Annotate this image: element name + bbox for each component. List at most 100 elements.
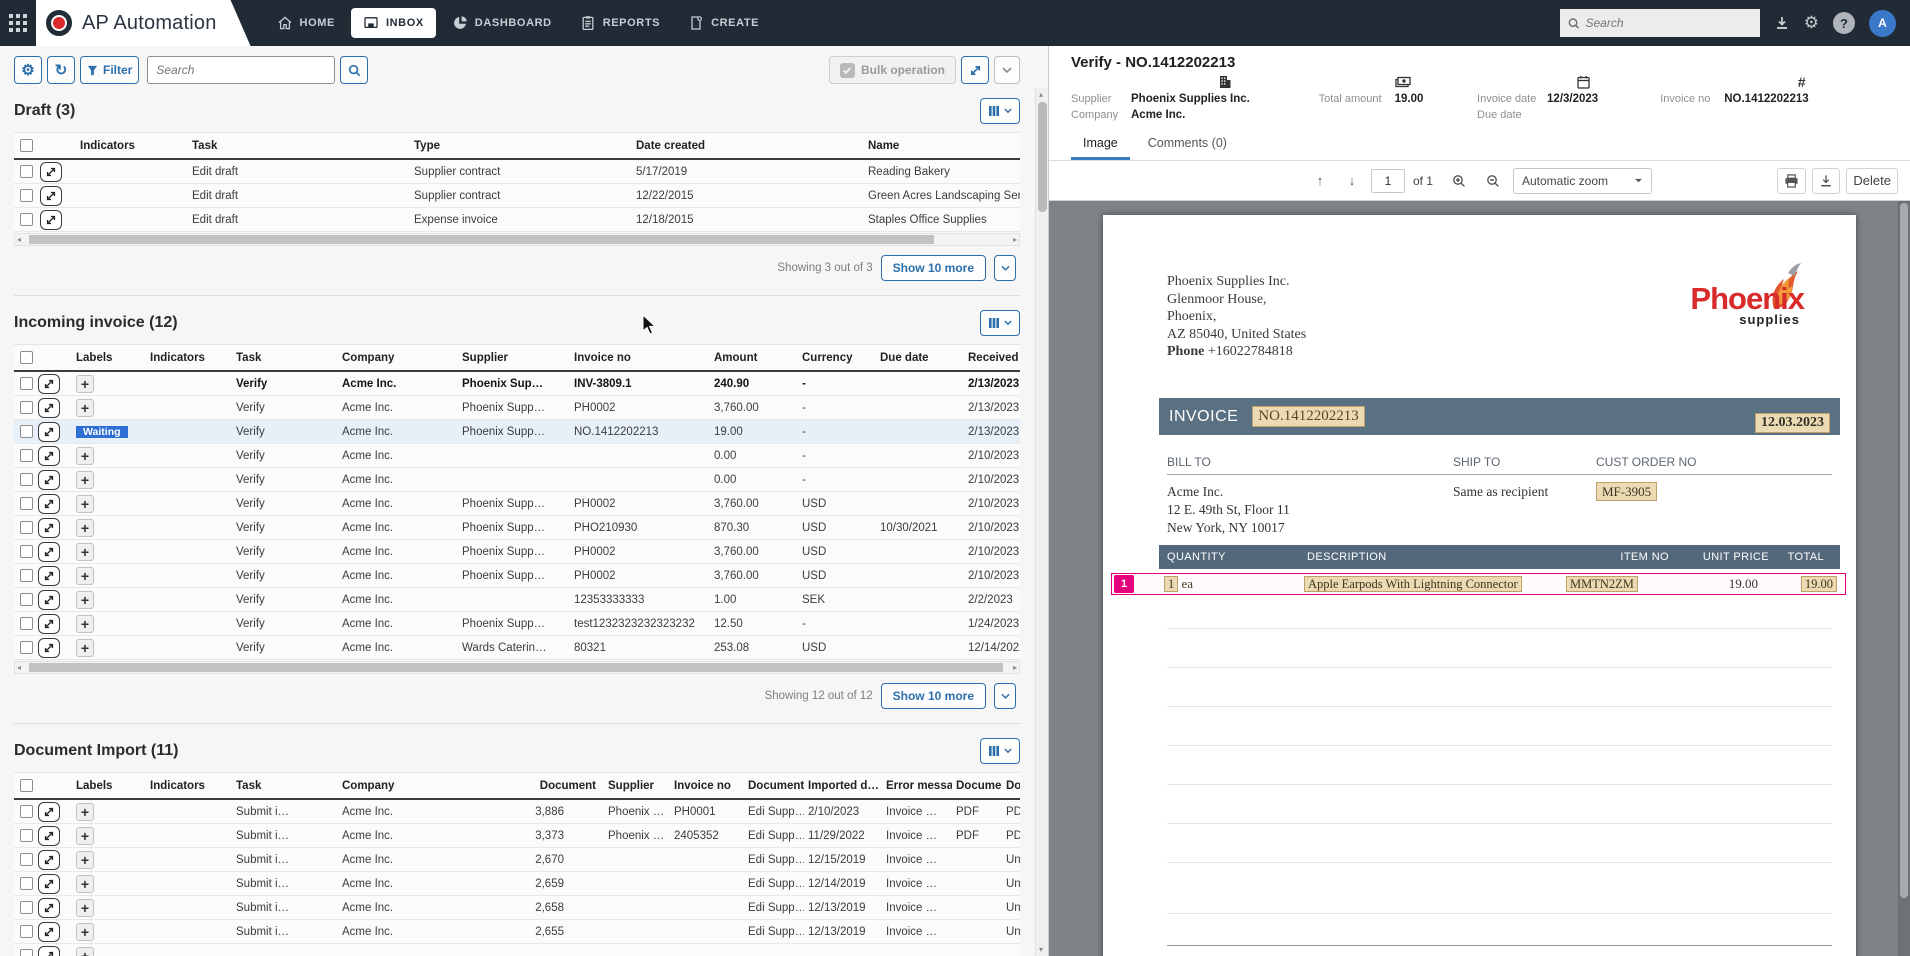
row-checkbox[interactable] [20, 497, 33, 510]
select-all-checkbox[interactable] [20, 139, 33, 152]
row-open-icon[interactable] [38, 850, 60, 870]
table-row[interactable]: Edit draft Expense invoice 12/18/2015 St… [14, 208, 1020, 232]
row-checkbox[interactable] [20, 949, 33, 956]
row-open-icon[interactable] [40, 210, 62, 230]
select-all-checkbox[interactable] [20, 351, 33, 364]
download-icon[interactable] [1774, 15, 1790, 31]
pdf-viewer-area[interactable]: Phoenix Supplies Inc. Glenmoor House, Ph… [1049, 201, 1910, 956]
download-button[interactable] [1812, 168, 1840, 194]
show-more-chevron-button[interactable] [994, 683, 1016, 709]
docimport-columns-button[interactable] [980, 738, 1020, 764]
add-label-button[interactable]: + [76, 399, 94, 417]
add-label-button[interactable]: + [76, 615, 94, 633]
table-row[interactable]: + [14, 944, 1020, 956]
row-checkbox[interactable] [20, 569, 33, 582]
draft-columns-button[interactable] [980, 98, 1020, 124]
global-search[interactable] [1560, 9, 1760, 37]
show-more-button[interactable]: Show 10 more [881, 255, 986, 281]
list-search-button[interactable] [340, 56, 368, 84]
row-checkbox[interactable] [20, 641, 33, 654]
nav-inbox[interactable]: INBOX [351, 8, 436, 38]
row-checkbox[interactable] [20, 401, 33, 414]
table-row[interactable]: + Submit i… Acme Inc. 3,886 Phoenix … PH… [14, 800, 1020, 824]
table-row[interactable]: + Verify Acme Inc. Phoenix Supp… PH0002 … [14, 564, 1020, 588]
row-checkbox[interactable] [20, 593, 33, 606]
add-label-button[interactable]: + [76, 803, 94, 821]
table-row[interactable]: + Verify Acme Inc. 0.00 - [14, 468, 1020, 492]
scroll-thumb[interactable] [1038, 102, 1047, 212]
filter-button[interactable]: Filter [80, 56, 139, 84]
row-checkbox[interactable] [20, 545, 33, 558]
zoom-out-button[interactable] [1479, 168, 1507, 194]
nav-dashboard[interactable]: DASHBOARD [440, 8, 564, 38]
row-checkbox[interactable] [20, 805, 33, 818]
incoming-columns-button[interactable] [980, 310, 1020, 336]
page-up-button[interactable]: ↑ [1307, 168, 1333, 194]
add-label-button[interactable]: + [76, 923, 94, 941]
add-label-button[interactable]: + [76, 447, 94, 465]
table-row[interactable]: + Verify Acme Inc. 12353333333 1.00 SEK [14, 588, 1020, 612]
table-row[interactable]: + Submit i… Acme Inc. 2,670 Edi Supp… 12… [14, 848, 1020, 872]
row-open-icon[interactable] [38, 470, 60, 490]
table-row[interactable]: + Submit i… Acme Inc. 3,373 Phoenix … 24… [14, 824, 1020, 848]
row-open-icon[interactable] [38, 946, 60, 956]
refresh-button[interactable]: ↻ [47, 56, 75, 84]
table-row[interactable]: Edit draft Supplier contract 5/17/2019 R… [14, 160, 1020, 184]
zoom-level-select[interactable]: Automatic zoom [1513, 168, 1652, 194]
row-checkbox[interactable] [20, 473, 33, 486]
row-checkbox[interactable] [20, 521, 33, 534]
table-row[interactable]: + Verify Acme Inc. Phoenix Supp… PHO2109… [14, 516, 1020, 540]
table-row[interactable]: + Submit i… Acme Inc. 2,658 Edi Supp… 12… [14, 896, 1020, 920]
add-label-button[interactable]: + [76, 875, 94, 893]
row-open-icon[interactable] [38, 638, 60, 658]
row-checkbox[interactable] [20, 617, 33, 630]
row-open-icon[interactable] [38, 922, 60, 942]
user-avatar[interactable]: A [1869, 10, 1896, 37]
row-open-icon[interactable] [38, 826, 60, 846]
row-checkbox[interactable] [20, 425, 33, 438]
draft-hscrollbar[interactable]: ◂▸ [14, 233, 1020, 246]
add-label-button[interactable]: + [76, 495, 94, 513]
row-checkbox[interactable] [20, 165, 33, 178]
add-label-button[interactable]: + [76, 375, 94, 393]
print-button[interactable] [1777, 168, 1806, 194]
row-open-icon[interactable] [38, 898, 60, 918]
list-vscrollbar[interactable]: ▴ ▾ [1035, 88, 1048, 956]
add-label-button[interactable]: + [76, 639, 94, 657]
add-label-button[interactable]: + [76, 543, 94, 561]
row-open-icon[interactable] [38, 590, 60, 610]
row-checkbox[interactable] [20, 901, 33, 914]
global-search-input[interactable] [1586, 16, 1752, 30]
expand-panel-button[interactable] [961, 56, 989, 84]
bulk-operation-button[interactable]: Bulk operation [829, 56, 956, 84]
list-settings-button[interactable]: ⚙ [14, 56, 42, 84]
row-open-icon[interactable] [38, 446, 60, 466]
add-label-button[interactable]: + [76, 947, 94, 956]
row-open-icon[interactable] [38, 518, 60, 538]
add-label-button[interactable]: + [76, 827, 94, 845]
row-open-icon[interactable] [38, 494, 60, 514]
nav-home[interactable]: HOME [265, 8, 347, 38]
label-badge[interactable]: Waiting [76, 426, 128, 438]
select-all-checkbox[interactable] [20, 779, 33, 792]
panel-collapse-chevron-button[interactable] [994, 56, 1020, 84]
add-label-button[interactable]: + [76, 519, 94, 537]
add-label-button[interactable]: + [76, 591, 94, 609]
show-more-button[interactable]: Show 10 more [881, 683, 986, 709]
row-checkbox[interactable] [20, 449, 33, 462]
scroll-down-arrow[interactable]: ▾ [1039, 945, 1043, 954]
help-icon[interactable]: ? [1833, 12, 1855, 34]
add-label-button[interactable]: + [76, 899, 94, 917]
row-checkbox[interactable] [20, 213, 33, 226]
add-label-button[interactable]: + [76, 567, 94, 585]
show-more-chevron-button[interactable] [994, 255, 1016, 281]
table-row[interactable]: + Verify Acme Inc. Phoenix Supp… PH0002 … [14, 396, 1020, 420]
app-grid-icon[interactable] [0, 0, 36, 46]
table-row[interactable]: + Verify Acme Inc. Phoenix Sup… INV-3809… [14, 372, 1020, 396]
tab-comments[interactable]: Comments (0) [1136, 131, 1239, 160]
row-open-icon[interactable] [38, 398, 60, 418]
table-row[interactable]: + Verify Acme Inc. 0.00 - [14, 444, 1020, 468]
add-label-button[interactable]: + [76, 471, 94, 489]
scroll-up-arrow[interactable]: ▴ [1039, 90, 1043, 99]
row-open-icon[interactable] [38, 542, 60, 562]
